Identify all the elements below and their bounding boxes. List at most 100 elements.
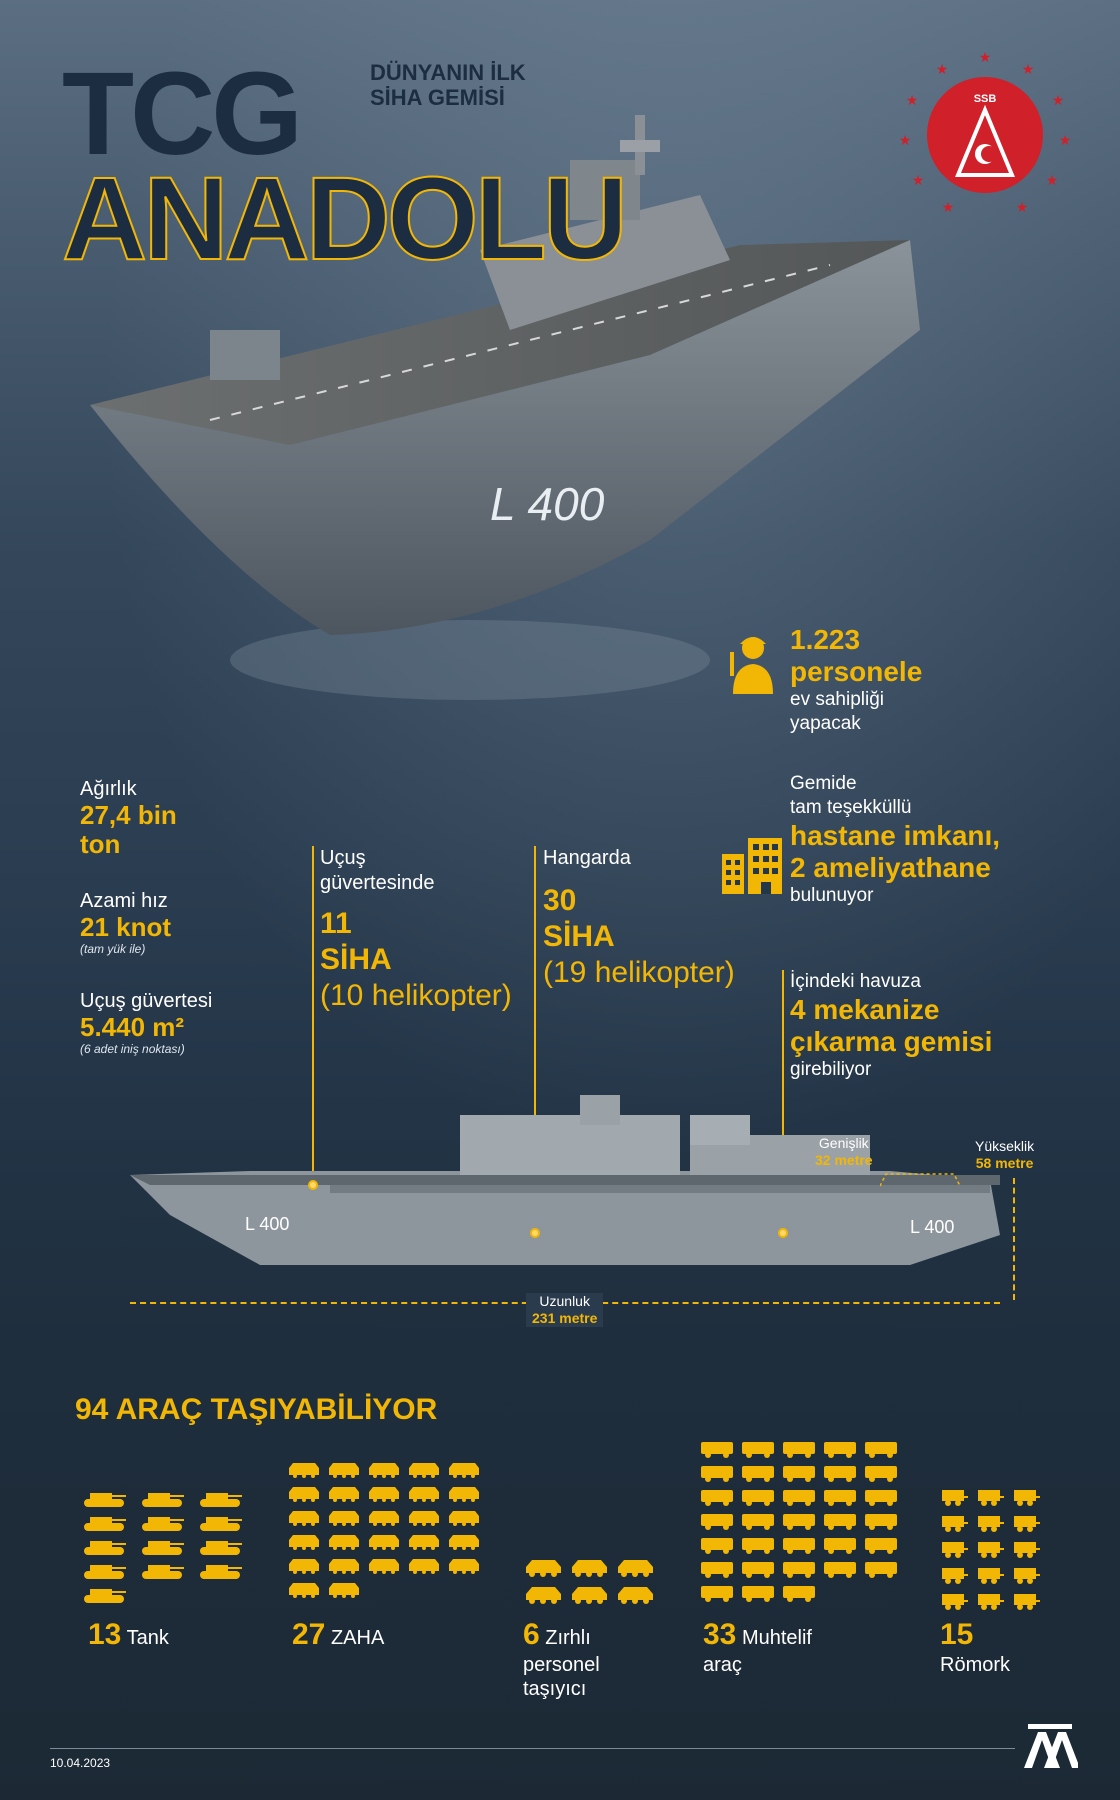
- trailer-icon: [942, 1542, 968, 1558]
- deck-marker: [308, 1180, 318, 1190]
- hangar-helicopter-note: (19 helikopter): [543, 956, 735, 989]
- truck-icon: [742, 1490, 774, 1506]
- ship-side-profile: L 400 L 400: [130, 1095, 1000, 1265]
- truck-icon: [742, 1586, 774, 1602]
- dimension-height: Yükseklik 58 metre: [975, 1138, 1034, 1172]
- deck-uav-label: SİHA: [320, 943, 392, 976]
- truck-icon: [701, 1586, 733, 1602]
- tank-icon: [84, 1517, 126, 1531]
- trailer-icon: [978, 1490, 1004, 1506]
- stat-flight-deck: Uçuş güvertesi 5.440 m² (6 adet iniş nok…: [80, 990, 212, 1056]
- truck-icon: [865, 1442, 897, 1458]
- stat-weight-value-1: 27,4 bin: [80, 800, 177, 830]
- hangar-marker: [530, 1228, 540, 1238]
- aa-logo-icon: [1024, 1724, 1078, 1768]
- apc-icon: [572, 1587, 607, 1604]
- trailer-icon: [1014, 1568, 1040, 1584]
- trailer-icon: [1014, 1490, 1040, 1506]
- truck-icon: [824, 1466, 856, 1482]
- subtitle-line-1: DÜNYANIN İLK: [370, 60, 526, 85]
- apc-icon: [526, 1587, 561, 1604]
- svg-text:★: ★: [906, 93, 919, 109]
- trailer-icon: [942, 1516, 968, 1532]
- svg-text:★: ★: [979, 50, 992, 66]
- pool-line-1: İçindeki havuza: [790, 971, 921, 992]
- stat-flight-deck-value: 5.440 m²: [80, 1012, 185, 1042]
- tank-icon: [84, 1589, 126, 1603]
- apc-icon: [618, 1560, 653, 1577]
- personnel-line-1: ev sahipliği: [790, 689, 884, 711]
- zaha-count-number: 27: [292, 1618, 326, 1651]
- stat-flight-deck-note: (6 adet iniş noktası): [80, 1041, 185, 1056]
- truck-icon: [824, 1538, 856, 1554]
- amphibious-vehicle-icon: [289, 1559, 319, 1574]
- truck-icon: [783, 1562, 815, 1578]
- truck-icon: [783, 1586, 815, 1602]
- trailer-icon: [942, 1594, 968, 1610]
- pool-leader-line: [782, 970, 784, 1230]
- apc-icon: [572, 1560, 607, 1577]
- truck-icon: [865, 1514, 897, 1530]
- truck-icon: [742, 1538, 774, 1554]
- truck-icon: [701, 1514, 733, 1530]
- personnel-block: 1.223 personele ev sahipliği yapacak: [790, 624, 922, 736]
- amphibious-vehicle-icon: [409, 1487, 439, 1502]
- length-value: 231 metre: [532, 1309, 598, 1326]
- trailer-icon: [942, 1490, 968, 1506]
- pool-marker: [778, 1228, 788, 1238]
- amphibious-vehicle-icon: [289, 1487, 319, 1502]
- truck-icon: [701, 1562, 733, 1578]
- amphibious-vehicle-icon: [369, 1535, 399, 1550]
- apc-count-label-3: taşıyıcı: [523, 1678, 587, 1700]
- tank-icon: [200, 1517, 242, 1531]
- svg-text:★: ★: [936, 62, 949, 78]
- svg-text:★: ★: [942, 200, 955, 216]
- apc-count-label-1: Zırhlı: [545, 1627, 591, 1649]
- tank-icon: [142, 1565, 184, 1579]
- pool-line-2: girebiliyor: [790, 1059, 872, 1081]
- trailer-count: 15 Römork: [940, 1617, 1010, 1677]
- deck-uav-count: 11: [320, 907, 352, 940]
- deck-leader-line: [312, 846, 314, 1182]
- svg-text:★: ★: [1046, 173, 1059, 189]
- truck-icon: [865, 1466, 897, 1482]
- amphibious-vehicle-icon: [289, 1583, 319, 1598]
- truck-icon: [824, 1442, 856, 1458]
- amphibious-vehicle-icon: [329, 1487, 359, 1502]
- sea-background: [0, 0, 1120, 1300]
- truck-count: 33 Muhtelif araç: [703, 1617, 812, 1677]
- pool-block: İçindeki havuza 4 mekanize çıkarma gemis…: [790, 970, 992, 1082]
- truck-icon: [824, 1562, 856, 1578]
- footer-date: 10.04.2023: [50, 1756, 111, 1770]
- truck-count-label-1: Muhtelif: [741, 1627, 812, 1649]
- trailer-icon: [978, 1594, 1004, 1610]
- hangar-label: Hangarda: [543, 847, 631, 869]
- truck-icon: [701, 1538, 733, 1554]
- apc-count-number: 6: [523, 1618, 540, 1651]
- truck-icon: [783, 1466, 815, 1482]
- amphibious-vehicle-icon: [369, 1559, 399, 1574]
- zaha-count-label: ZAHA: [330, 1627, 385, 1649]
- truck-icon: [742, 1466, 774, 1482]
- hangar-uav-count: 30: [543, 884, 577, 917]
- amphibious-vehicle-icon: [409, 1535, 439, 1550]
- trailer-count-number: 15: [940, 1618, 974, 1651]
- tank-icon: [142, 1541, 184, 1555]
- amphibious-vehicle-icon: [369, 1463, 399, 1478]
- pool-highlight-2: çıkarma gemisi: [790, 1025, 993, 1057]
- deck-helicopter-note: (10 helikopter): [320, 979, 512, 1012]
- stat-weight: Ağırlık 27,4 bin ton: [80, 778, 177, 858]
- hangar-uav-label: SİHA: [543, 920, 615, 953]
- height-label: Yükseklik: [975, 1138, 1035, 1154]
- trailer-count-label: Römork: [940, 1654, 1011, 1676]
- hospital-line-2: tam teşekküllü: [790, 796, 912, 818]
- width-bracket: [880, 1173, 960, 1187]
- dimension-length: Uzunluk 231 metre: [526, 1293, 604, 1327]
- tank-icon: [84, 1565, 126, 1579]
- truck-icon: [865, 1562, 897, 1578]
- truck-icon: [742, 1442, 774, 1458]
- apc-icon: [526, 1560, 561, 1577]
- hospital-highlight-1: hastane imkanı,: [790, 819, 1001, 851]
- tank-grid: [82, 1490, 246, 1604]
- height-value: 58 metre: [975, 1154, 1034, 1171]
